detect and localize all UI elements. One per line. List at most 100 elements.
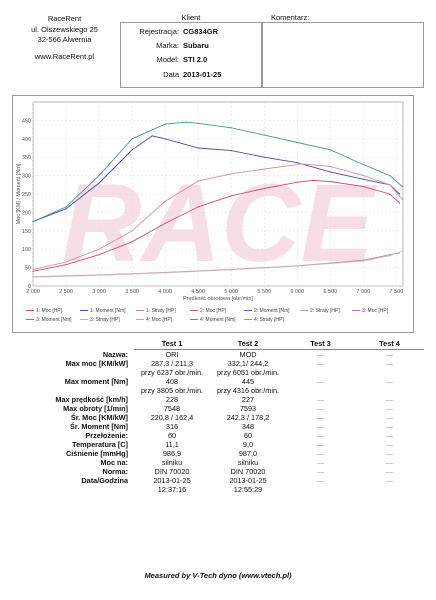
data-point bbox=[65, 206, 67, 208]
value-line: przy 6237 obr./min. bbox=[140, 368, 204, 377]
data-point bbox=[32, 270, 34, 272]
data-point bbox=[230, 195, 232, 197]
empty-value: — bbox=[316, 359, 325, 368]
legend-label: 3: Moc [HP] bbox=[362, 308, 389, 314]
empty-value: — bbox=[316, 404, 325, 413]
client-value: 2013-01-25 bbox=[183, 70, 222, 79]
results-row: Max obroty [1/min] 7548 7593 — — bbox=[48, 404, 424, 413]
y-tick-label: 100 bbox=[22, 247, 31, 253]
row-value: 986,9 bbox=[134, 449, 210, 458]
results-header-row: Test 1 Test 2 Test 3 Test 4 bbox=[48, 338, 424, 350]
row-value: 9,0 bbox=[210, 440, 286, 449]
empty-value: — bbox=[316, 476, 325, 485]
data-point bbox=[296, 181, 298, 183]
row-label: Data/Godzina bbox=[81, 476, 128, 485]
data-point bbox=[197, 206, 199, 208]
data-point bbox=[230, 127, 232, 129]
legend-swatch bbox=[80, 319, 88, 321]
empty-value: — bbox=[385, 350, 394, 359]
value-line: przy 4316 obr./min. bbox=[216, 386, 280, 395]
value-line: 986,9 bbox=[162, 449, 182, 458]
legend-item: 1: Moc [HP] bbox=[26, 308, 62, 314]
empty-value: — bbox=[316, 440, 325, 449]
legend-label: 4: Moment [Nm] bbox=[200, 317, 236, 323]
x-tick-label: 3 500 bbox=[125, 289, 139, 295]
legend-swatch bbox=[244, 310, 252, 312]
value-line: 408 bbox=[165, 377, 179, 386]
empty-value: — bbox=[316, 422, 325, 431]
data-point bbox=[197, 122, 199, 124]
empty-value: — bbox=[316, 350, 325, 359]
row-label: Max prędkość [km/h] bbox=[55, 395, 128, 404]
row-value: silniku bbox=[210, 458, 286, 467]
data-point bbox=[389, 175, 391, 177]
data-point bbox=[32, 221, 34, 223]
data-point bbox=[296, 265, 298, 267]
results-row: Norma: DIN 70020 DIN 70020 — — bbox=[48, 467, 424, 476]
row-value: silniku bbox=[134, 458, 210, 467]
row-value: 11,1 bbox=[134, 440, 210, 449]
row-value: 2013-01-25 12:55:29 bbox=[210, 476, 286, 494]
data-point bbox=[131, 149, 133, 151]
legend-item: 4: Moment [Nm] bbox=[190, 317, 236, 323]
company-name: RaceRent bbox=[47, 14, 82, 23]
value-line: 11,1 bbox=[165, 440, 179, 449]
value-line: 228 bbox=[165, 395, 179, 404]
value-line: 9,0 bbox=[242, 440, 254, 449]
legend-item: 4: Straty [HP] bbox=[244, 317, 284, 323]
legend-swatch bbox=[300, 310, 308, 312]
row-label: Max moc [KM/kW] bbox=[65, 359, 128, 368]
client-label: Model: bbox=[156, 55, 179, 64]
legend-item: 3: Moment [Nm] bbox=[26, 317, 72, 323]
data-point bbox=[362, 163, 364, 166]
dyno-chart: RACE 0 50 100 150 200 250 300 350 400 450 2 000 2 5… bbox=[12, 95, 414, 333]
data-point bbox=[296, 163, 298, 166]
legend-swatch bbox=[190, 310, 198, 312]
client-label: Marka: bbox=[156, 41, 179, 50]
series-line bbox=[32, 179, 400, 272]
value-line: ORI bbox=[165, 350, 179, 359]
legend-item: 2: Moment [Nm] bbox=[244, 308, 290, 314]
client-row: Data 2013-01-25 bbox=[121, 70, 261, 82]
x-tick-label: 4 500 bbox=[191, 289, 205, 295]
legend-item: 4: Moc [HP] bbox=[136, 317, 172, 323]
data-point bbox=[32, 268, 34, 271]
empty-value: — bbox=[385, 476, 394, 485]
value-line: 445 bbox=[241, 377, 255, 386]
data-point bbox=[296, 141, 298, 144]
x-tick-label: 7 500 bbox=[390, 289, 404, 295]
row-value: 60 bbox=[210, 431, 286, 440]
test-header: Test 1 bbox=[134, 338, 210, 350]
data-point bbox=[98, 254, 100, 256]
data-point bbox=[362, 186, 364, 188]
test-header: Test 2 bbox=[210, 338, 286, 350]
data-point bbox=[389, 193, 391, 195]
data-point bbox=[329, 180, 331, 183]
empty-value: — bbox=[385, 422, 394, 431]
value-line: przy 6051 obr./min. bbox=[216, 368, 280, 377]
x-tick-label: 6 000 bbox=[290, 289, 304, 295]
x-tick-label: 2 500 bbox=[59, 289, 73, 295]
data-point bbox=[230, 269, 232, 271]
client-box: Klient Rejestracja: CG834GR Marka: Subar… bbox=[120, 13, 262, 88]
data-point bbox=[401, 250, 404, 252]
legend-item: 1: Moment [Nm] bbox=[80, 308, 126, 314]
value-line: DIN 70020 bbox=[154, 467, 190, 476]
comment-box: Komentarz: bbox=[262, 13, 424, 88]
series-line bbox=[32, 163, 403, 270]
results-row: Nazwa: ORI MOD — — bbox=[48, 350, 424, 360]
y-tick-label: 150 bbox=[22, 229, 31, 235]
client-title: Klient bbox=[181, 13, 201, 22]
empty-value: — bbox=[316, 395, 325, 404]
empty-value: — bbox=[385, 413, 394, 422]
data-point bbox=[312, 179, 314, 181]
data-point bbox=[300, 163, 302, 165]
data-point bbox=[65, 208, 67, 210]
empty-value: — bbox=[316, 377, 325, 386]
data-point bbox=[98, 248, 100, 250]
data-point bbox=[398, 202, 401, 204]
data-point bbox=[329, 171, 331, 173]
footer-note: Measured by V-Tech dyno (www.vtech.pl) bbox=[144, 571, 292, 580]
row-label: Nazwa: bbox=[102, 349, 128, 359]
empty-value: — bbox=[385, 431, 394, 440]
